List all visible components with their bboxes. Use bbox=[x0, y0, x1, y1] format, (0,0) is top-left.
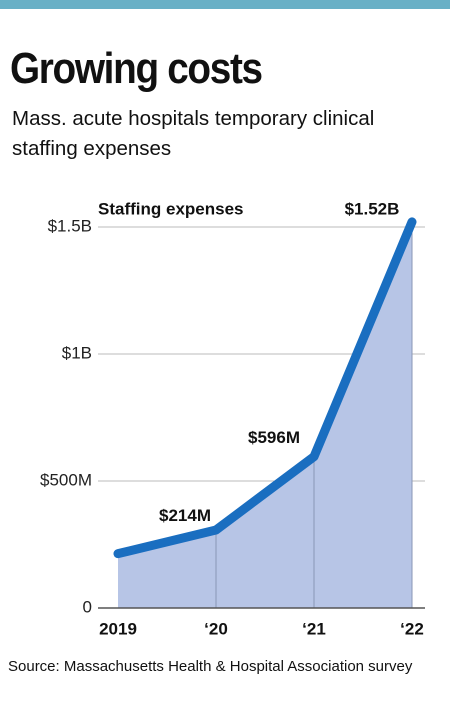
top-bar bbox=[0, 0, 450, 9]
chart-subtitle: Mass. acute hospitals temporary clinical… bbox=[12, 107, 375, 160]
data-label: $214M bbox=[159, 506, 211, 525]
x-tick-label: ‘20 bbox=[204, 619, 228, 638]
data-label: $1.52B bbox=[345, 199, 400, 218]
chart-title: Growing costs bbox=[10, 44, 263, 93]
y-tick-label: $1B bbox=[62, 343, 92, 362]
y-tick-label: 0 bbox=[83, 597, 92, 616]
source-note: Source: Massachusetts Health & Hospital … bbox=[8, 658, 413, 675]
series-label: Staffing expenses bbox=[98, 199, 244, 218]
x-tick-label: 2019 bbox=[99, 619, 137, 638]
area bbox=[118, 221, 412, 609]
y-tick-label: $500M bbox=[40, 470, 92, 489]
x-tick-label: ‘21 bbox=[302, 619, 326, 638]
x-tick-label: ‘22 bbox=[400, 619, 424, 638]
y-tick-label: $1.5B bbox=[48, 216, 92, 235]
line bbox=[113, 217, 417, 559]
data-label: $596M bbox=[248, 428, 300, 447]
